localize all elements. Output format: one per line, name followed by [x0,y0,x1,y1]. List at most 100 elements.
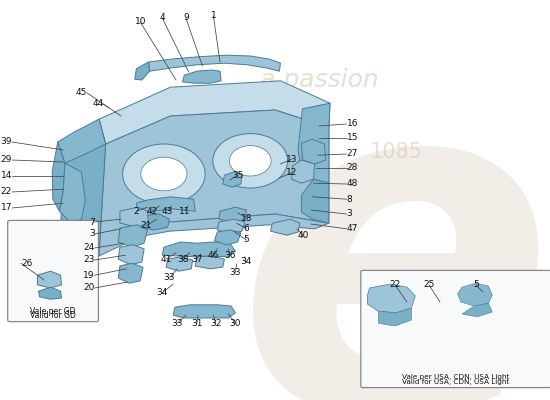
Text: 30: 30 [230,319,241,328]
Polygon shape [378,308,411,326]
Polygon shape [292,160,315,183]
Polygon shape [59,119,106,288]
Text: 8: 8 [346,195,352,204]
Polygon shape [162,242,235,257]
Text: 4: 4 [160,14,165,22]
Text: 36: 36 [224,251,235,260]
Text: 12: 12 [286,168,297,177]
Polygon shape [173,305,235,318]
Text: 11: 11 [179,207,190,216]
Text: 28: 28 [346,164,358,172]
Text: 39: 39 [1,138,12,146]
Polygon shape [183,70,221,83]
Polygon shape [223,172,242,187]
Text: e: e [236,52,550,400]
Text: 22: 22 [389,280,400,289]
Polygon shape [59,163,85,223]
Polygon shape [99,81,330,144]
Text: 44: 44 [92,100,103,108]
Text: 40: 40 [298,232,309,240]
Text: 21: 21 [140,222,151,230]
Polygon shape [271,219,300,235]
Text: 37: 37 [191,255,202,264]
Text: 43: 43 [162,207,173,216]
Polygon shape [298,103,330,183]
Text: 41: 41 [161,255,172,264]
Text: 3: 3 [89,230,95,238]
Polygon shape [120,207,148,227]
Text: 42: 42 [146,207,157,216]
Text: 13: 13 [286,155,297,164]
Text: 7: 7 [89,218,95,226]
Polygon shape [37,271,62,288]
Polygon shape [166,257,192,271]
Text: Valid for USA, CDN, USA Light: Valid for USA, CDN, USA Light [402,379,509,385]
Text: 23: 23 [83,256,95,264]
Text: 38: 38 [177,255,188,264]
Text: 27: 27 [346,150,358,158]
Text: 5: 5 [473,280,478,289]
Text: 6: 6 [244,224,249,233]
Text: 18: 18 [241,214,252,222]
Polygon shape [118,225,147,247]
Text: 25: 25 [424,280,434,289]
Text: 24: 24 [84,244,95,252]
Text: 48: 48 [346,180,358,188]
Text: 34: 34 [241,258,252,266]
Text: Vale per GD: Vale per GD [30,307,76,316]
Polygon shape [58,119,106,163]
Polygon shape [301,139,326,164]
Polygon shape [118,263,143,283]
Text: 16: 16 [346,120,358,128]
Circle shape [141,157,187,191]
Text: 19: 19 [83,271,95,280]
Text: 1: 1 [211,12,216,20]
Text: 29: 29 [1,156,12,164]
FancyBboxPatch shape [8,220,98,322]
Text: 17: 17 [1,204,12,212]
Polygon shape [118,245,144,265]
Text: 33: 33 [230,268,241,277]
Polygon shape [39,287,62,299]
Text: 33: 33 [164,274,175,282]
Text: 32: 32 [210,319,221,328]
Circle shape [213,134,288,188]
Text: 34: 34 [157,288,168,297]
Polygon shape [52,142,65,211]
Text: 31: 31 [191,319,202,328]
Polygon shape [214,230,241,245]
Text: 1085: 1085 [370,142,422,162]
Text: Vale per USA, CDN, USA Light: Vale per USA, CDN, USA Light [402,374,510,380]
Polygon shape [219,207,246,222]
FancyBboxPatch shape [361,270,550,388]
Polygon shape [367,284,415,313]
Polygon shape [195,256,224,269]
Text: 10: 10 [135,18,146,26]
Polygon shape [148,55,280,71]
Text: 5: 5 [244,236,249,244]
Text: 46: 46 [208,251,219,260]
Polygon shape [139,214,329,237]
Circle shape [229,146,271,176]
Text: 20: 20 [83,284,95,292]
Text: 9: 9 [183,14,189,22]
Text: 35: 35 [232,171,243,180]
Text: a passion: a passion [260,68,378,92]
Text: 2: 2 [134,207,139,216]
Text: Valid for GD: Valid for GD [30,312,76,320]
Text: 3: 3 [346,210,352,218]
Text: 22: 22 [1,188,12,196]
Text: 33: 33 [172,319,183,328]
Circle shape [123,144,205,204]
Polygon shape [458,283,492,306]
Polygon shape [136,197,195,215]
Polygon shape [301,179,329,223]
Text: 26: 26 [21,259,32,268]
Polygon shape [140,214,169,230]
Text: 45: 45 [75,88,87,97]
Text: 14: 14 [1,172,12,180]
Text: 47: 47 [346,224,358,233]
Polygon shape [217,219,245,234]
Polygon shape [462,303,492,317]
Polygon shape [99,110,329,256]
